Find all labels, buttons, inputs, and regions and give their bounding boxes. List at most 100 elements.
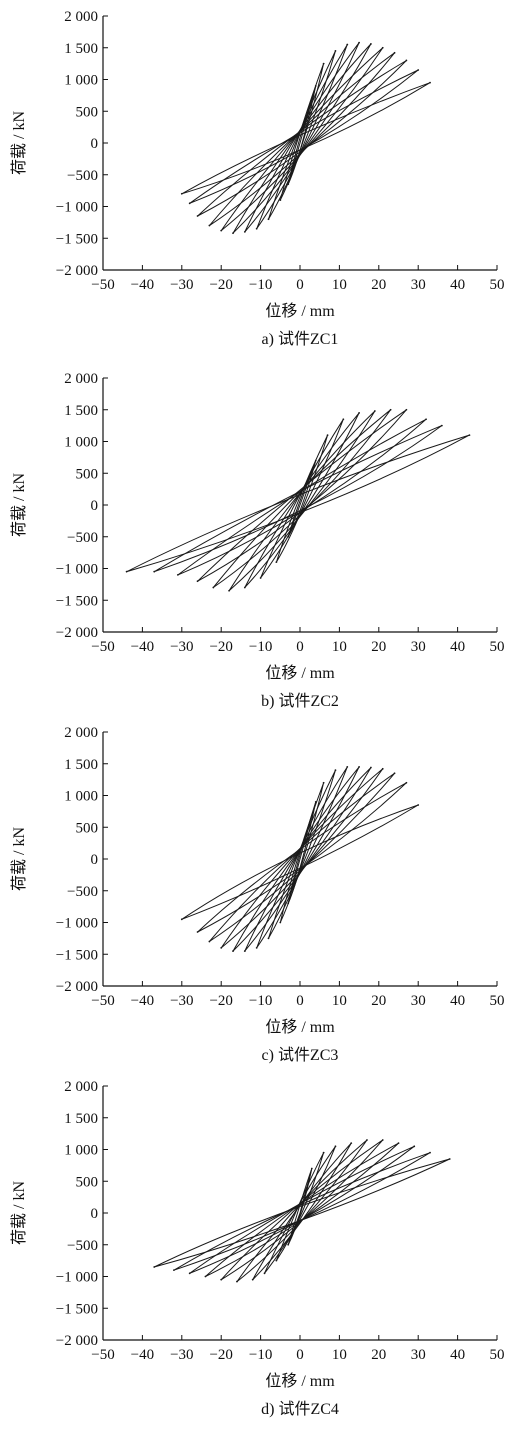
loop-peak-positive: [448, 1158, 451, 1160]
loop-peak-positive: [358, 412, 360, 414]
loop-peak-negative: [220, 947, 223, 949]
x-tick-label: −30: [170, 993, 193, 1009]
y-tick-label: 1 500: [64, 757, 98, 773]
loop-peak-negative: [220, 229, 223, 232]
x-tick-label: 20: [371, 1347, 386, 1363]
loop-peak-negative: [255, 227, 258, 230]
x-tick-label: 20: [371, 639, 386, 655]
y-tick-label: 1 500: [64, 1111, 98, 1127]
x-tick-label: −30: [170, 1347, 193, 1363]
loop-peak-negative: [267, 937, 270, 940]
x-tick-label: −10: [249, 277, 272, 293]
loop-peak-negative: [176, 573, 179, 576]
loop-peak-positive: [322, 62, 325, 65]
x-tick-label: −40: [131, 993, 154, 1009]
y-tick-label: 500: [76, 466, 99, 482]
y-tick-label: −1 000: [56, 562, 98, 578]
loop-peak-negative: [279, 199, 282, 202]
y-tick-label: −2 000: [56, 979, 98, 995]
x-tick-label: −10: [249, 993, 272, 1009]
loop-peak-positive: [429, 81, 431, 84]
y-tick-label: 1 000: [64, 73, 98, 89]
loop-peak-positive: [425, 418, 427, 421]
x-tick-label: −50: [91, 993, 114, 1009]
hysteresis-loop: [209, 52, 395, 227]
loop-peak-positive: [346, 43, 349, 46]
loop-peak-positive: [334, 50, 337, 52]
loop-peak-positive: [346, 766, 349, 768]
loop-peak-negative: [259, 577, 262, 579]
chart-caption: c) 试件ZC3: [262, 1046, 339, 1064]
loop-peak-positive: [393, 772, 396, 775]
loop-peak-negative: [263, 1272, 266, 1275]
y-tick-label: 1 000: [64, 1143, 98, 1159]
loop-peak-negative: [228, 589, 230, 592]
loop-peak-positive: [381, 1139, 384, 1141]
loop-peak-positive: [429, 1151, 431, 1154]
y-tick-label: 1 500: [64, 403, 98, 419]
loop-peak-positive: [397, 1142, 400, 1145]
loop-peak-negative: [125, 570, 128, 573]
loop-peak-negative: [188, 202, 191, 205]
loop-peak-negative: [267, 218, 270, 221]
y-tick-label: 2 000: [64, 9, 98, 25]
x-tick-label: 40: [450, 639, 465, 655]
x-tick-label: −10: [249, 1347, 272, 1363]
hysteresis-loop: [173, 1152, 431, 1271]
hysteresis-loop: [209, 772, 395, 942]
loop-peak-negative: [251, 1278, 254, 1281]
x-tick-label: 40: [450, 1347, 465, 1363]
loop-peak-positive: [370, 43, 372, 45]
x-tick-label: 20: [371, 993, 386, 1009]
x-tick-label: −20: [209, 639, 232, 655]
loop-peak-negative: [243, 586, 246, 589]
loop-peak-positive: [350, 1142, 353, 1145]
y-tick-label: 0: [91, 852, 99, 868]
loop-peak-negative: [212, 586, 215, 589]
hysteresis-loop: [232, 43, 372, 234]
loop-peak-positive: [417, 804, 420, 806]
x-tick-label: 10: [332, 639, 347, 655]
x-tick-label: 50: [490, 1347, 505, 1363]
y-tick-label: 500: [76, 1174, 99, 1190]
loop-peak-negative: [243, 231, 246, 233]
x-tick-label: −20: [209, 277, 232, 293]
loop-peak-negative: [196, 580, 199, 583]
y-tick-label: −1 500: [56, 231, 98, 247]
loop-peak-negative: [180, 192, 183, 195]
initial-branch: [287, 1168, 313, 1245]
x-tick-label: 0: [296, 639, 304, 655]
y-tick-label: −1 000: [56, 200, 98, 216]
x-tick-label: 0: [296, 277, 304, 293]
y-tick-label: −1 000: [56, 1270, 98, 1286]
x-tick-label: 20: [371, 277, 386, 293]
loop-peak-positive: [334, 769, 337, 771]
chart-caption: b) 试件ZC2: [261, 692, 339, 710]
x-tick-label: 0: [296, 993, 304, 1009]
loop-peak-positive: [322, 781, 325, 784]
x-tick-label: 0: [296, 1347, 304, 1363]
x-tick-label: −30: [170, 277, 193, 293]
loop-peak-positive: [405, 59, 408, 62]
y-tick-label: −2 000: [56, 625, 98, 641]
loop-peak-negative: [275, 561, 278, 564]
hysteresis-loop: [220, 47, 384, 231]
loop-peak-negative: [188, 1272, 191, 1275]
loop-peak-positive: [326, 434, 329, 437]
x-tick-label: 50: [490, 639, 505, 655]
y-tick-label: 500: [76, 104, 99, 120]
loop-peak-negative: [208, 940, 211, 943]
chart-caption: d) 试件ZC4: [261, 1400, 339, 1418]
x-tick-label: −50: [91, 277, 114, 293]
y-tick-label: −500: [67, 1238, 98, 1254]
y-tick-label: 0: [91, 136, 99, 152]
x-tick-label: 10: [332, 1347, 347, 1363]
y-tick-label: −500: [67, 530, 98, 546]
loop-peak-negative: [196, 931, 199, 933]
x-tick-label: −10: [249, 639, 272, 655]
initial-branch: [287, 85, 317, 185]
